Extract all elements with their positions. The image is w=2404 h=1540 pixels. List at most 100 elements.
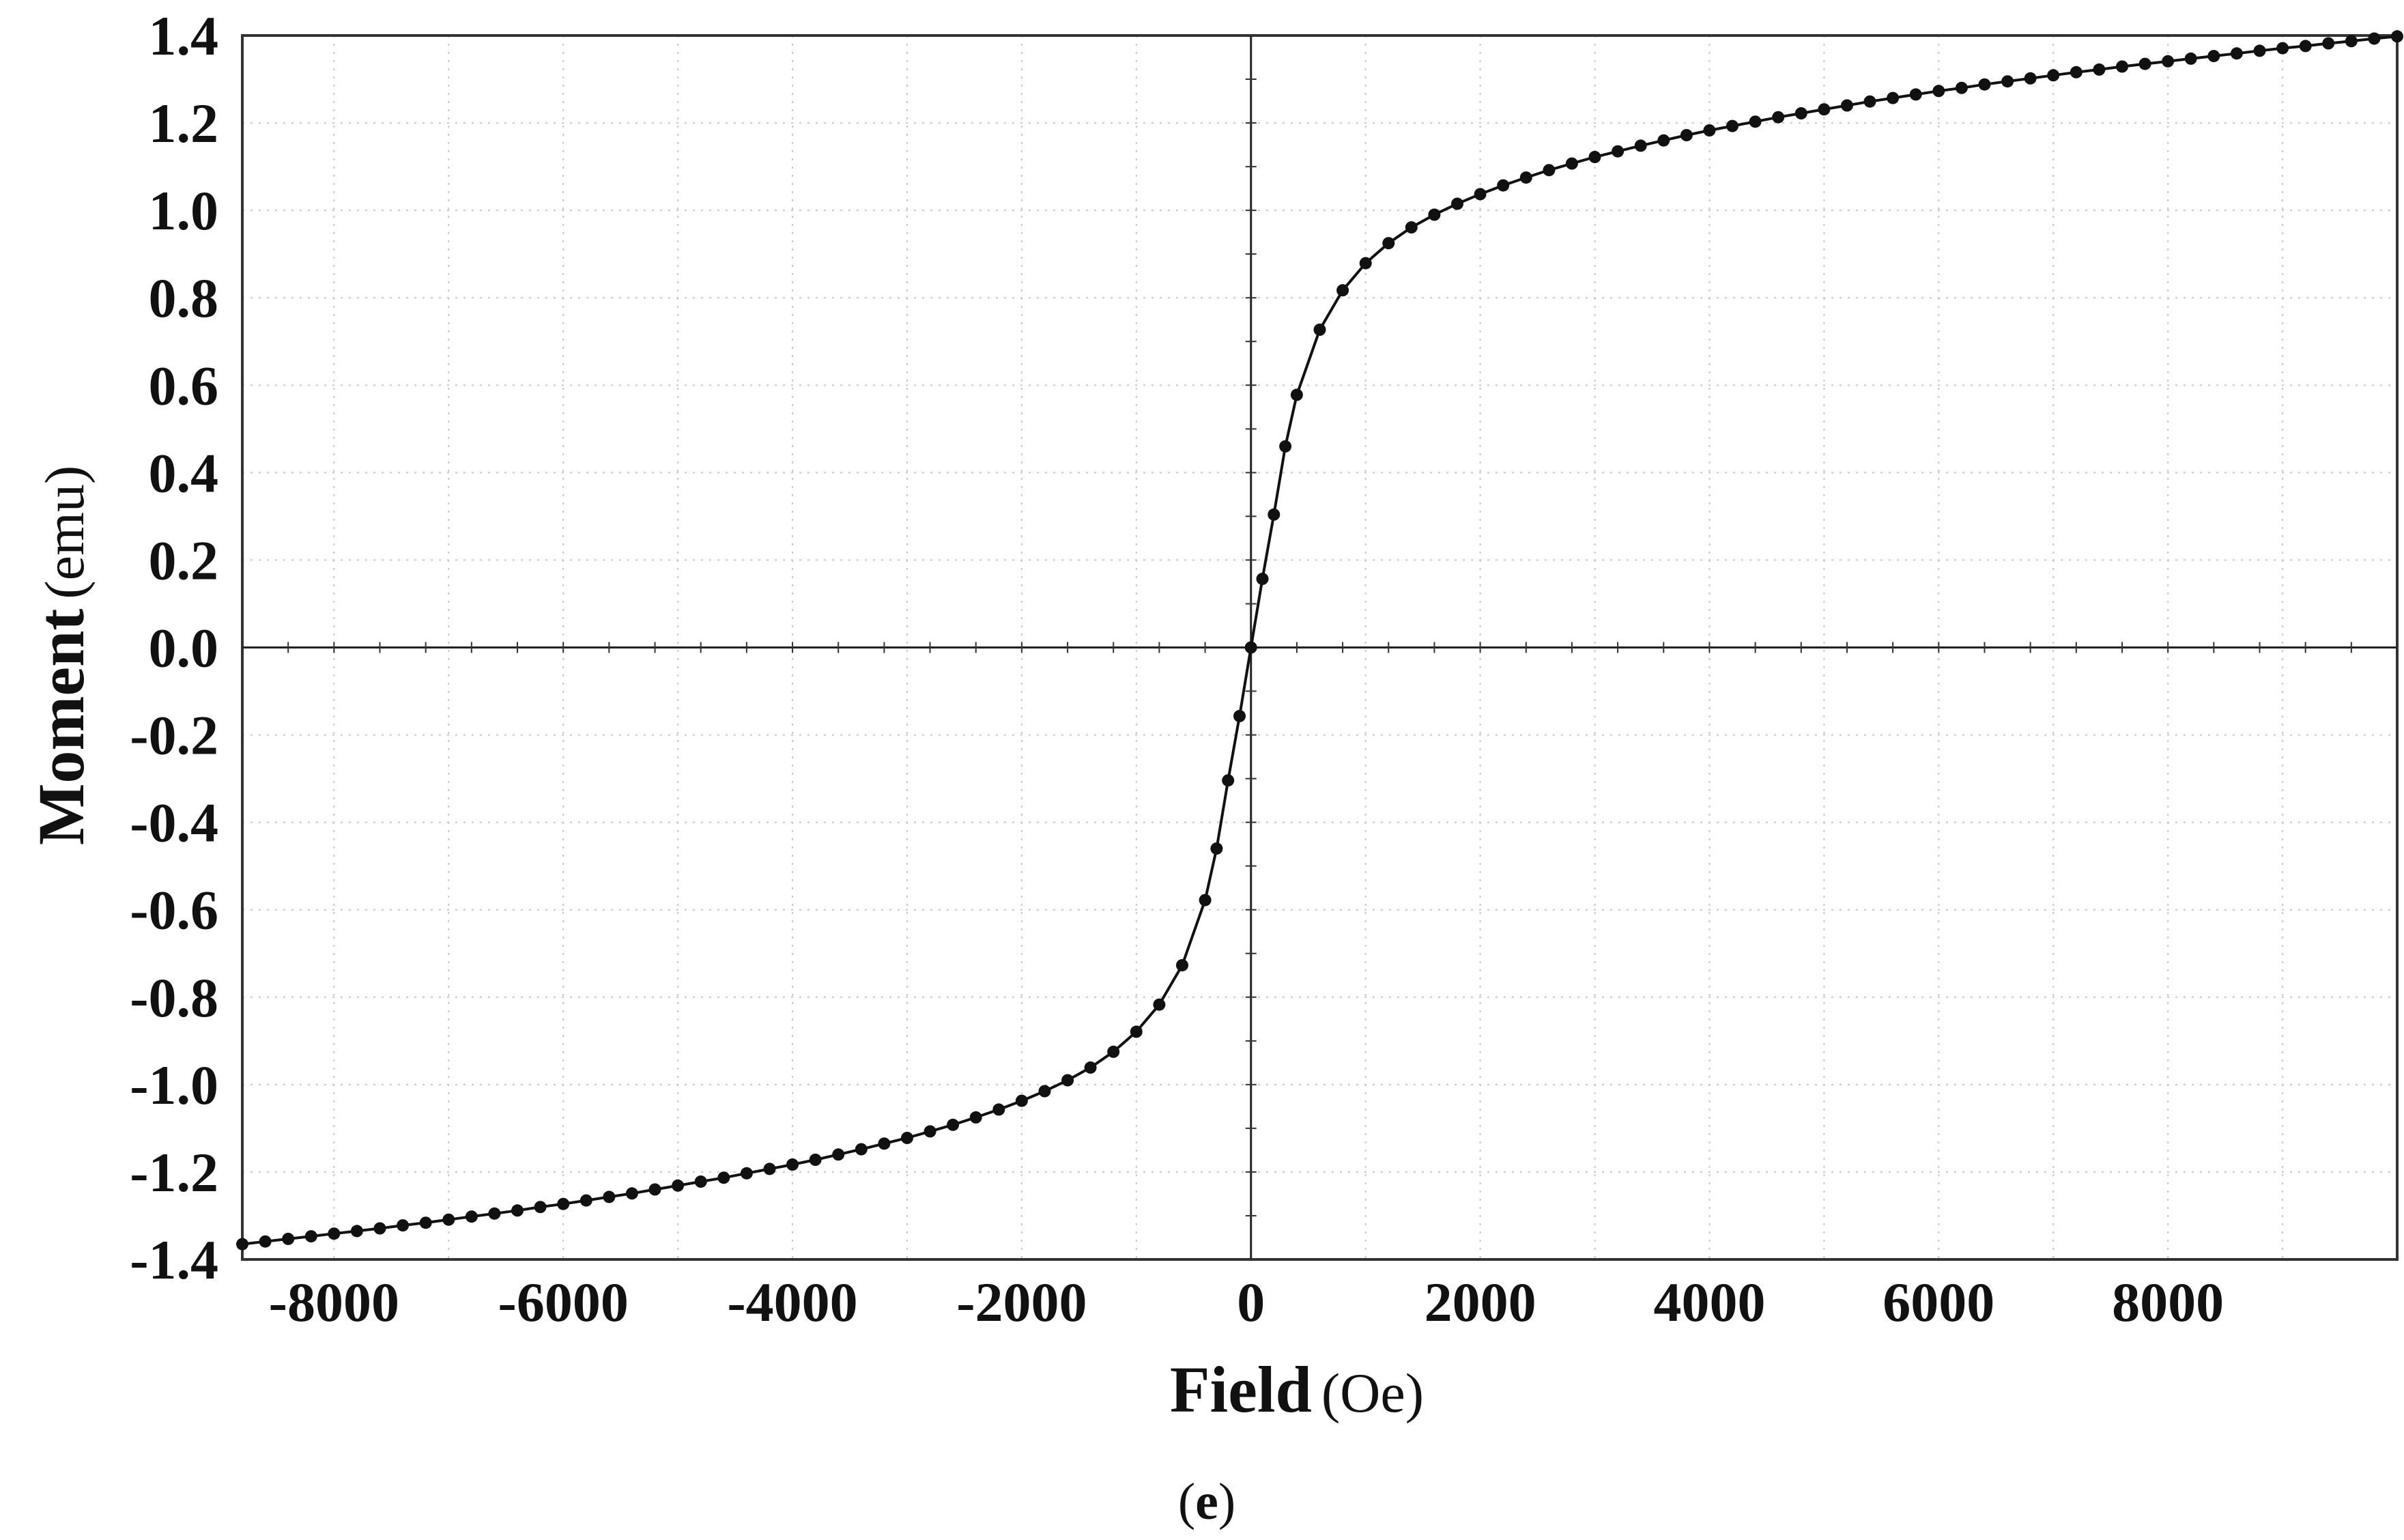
y-tick-label: -1.2 xyxy=(130,1141,218,1203)
y-tick-label: -0.6 xyxy=(130,879,218,941)
data-point xyxy=(1359,257,1372,270)
data-point xyxy=(1497,179,1510,192)
x-axis-title: Field (Oe) xyxy=(1170,1353,1424,1426)
data-point xyxy=(901,1132,913,1144)
data-point xyxy=(1244,641,1257,654)
data-point xyxy=(1978,78,1991,91)
x-tick-label: -4000 xyxy=(727,1271,857,1333)
data-point xyxy=(832,1148,845,1161)
data-point xyxy=(579,1194,592,1207)
data-point xyxy=(2047,69,2060,82)
zero-axes xyxy=(242,35,2398,1260)
y-tick-label: 0.8 xyxy=(149,267,219,329)
data-point xyxy=(1279,440,1292,453)
data-point xyxy=(1634,139,1647,152)
y-tick-label: 1.0 xyxy=(149,180,219,242)
data-point xyxy=(259,1235,272,1248)
x-tick-label: -6000 xyxy=(498,1271,629,1333)
data-point xyxy=(488,1207,501,1220)
data-point xyxy=(282,1232,295,1245)
y-tick-label: 0.0 xyxy=(149,617,219,679)
data-point xyxy=(350,1225,363,1238)
data-point xyxy=(1130,1025,1143,1038)
y-tick-label: -1.4 xyxy=(130,1229,218,1291)
data-point xyxy=(2368,32,2381,45)
data-point xyxy=(2024,72,2037,85)
data-point xyxy=(2299,40,2312,53)
data-point xyxy=(373,1222,386,1235)
data-point xyxy=(557,1197,570,1210)
data-point xyxy=(648,1183,661,1196)
data-point xyxy=(2070,66,2083,79)
panel-label: (e) xyxy=(1178,1473,1235,1530)
data-point xyxy=(1336,284,1349,297)
data-point xyxy=(1210,842,1223,855)
y-tick-label: 1.2 xyxy=(149,92,219,154)
data-point xyxy=(1313,324,1326,336)
y-tick-label: 0.6 xyxy=(149,354,219,416)
data-point xyxy=(534,1201,547,1214)
data-point xyxy=(442,1213,455,1226)
y-tick-labels: 1.4 1.2 1.0 0.8 0.6 0.4 0.2 0.0 -0.2 -0.4 -0.6 -0.8… xyxy=(130,5,218,1291)
x-axis-label: Field xyxy=(1170,1353,1312,1426)
data-point xyxy=(1061,1074,1074,1087)
data-point xyxy=(1428,208,1441,221)
data-point xyxy=(1474,188,1487,201)
data-point xyxy=(1451,197,1463,210)
data-point xyxy=(1222,774,1235,787)
data-point xyxy=(1887,91,1900,104)
data-point xyxy=(625,1187,638,1200)
y-axis-title: Moment (emu) xyxy=(25,466,98,845)
series-line xyxy=(242,35,2398,1246)
panel-label-letter: e xyxy=(1195,1473,1218,1530)
data-point xyxy=(1657,134,1670,147)
data-point xyxy=(1726,119,1738,132)
y-axis-unit: (emu) xyxy=(33,466,96,599)
data-point xyxy=(2391,30,2403,43)
data-point xyxy=(2345,35,2358,48)
data-point xyxy=(992,1103,1005,1116)
data-point xyxy=(717,1171,730,1184)
x-tick-label: 8000 xyxy=(2112,1271,2224,1333)
y-tick-label: -0.8 xyxy=(130,967,218,1029)
x-tick-label: -8000 xyxy=(269,1271,399,1333)
data-point xyxy=(1932,85,1945,98)
data-point xyxy=(236,1238,248,1251)
panel-label-close: ) xyxy=(1218,1473,1235,1530)
y-tick-label: -1.0 xyxy=(130,1054,218,1116)
data-point xyxy=(511,1204,524,1217)
y-tick-label: 1.4 xyxy=(149,5,219,67)
data-point xyxy=(924,1125,936,1138)
data-point xyxy=(878,1137,891,1150)
x-tick-label: 2000 xyxy=(1425,1271,1536,1333)
data-point xyxy=(465,1210,478,1223)
y-tick-label: 0.2 xyxy=(149,529,219,591)
data-point xyxy=(2001,75,2014,88)
y-tick-label: -0.4 xyxy=(130,792,218,854)
data-point xyxy=(1233,710,1246,722)
data-point xyxy=(603,1190,616,1203)
data-point xyxy=(2184,52,2197,65)
x-tick-label: 4000 xyxy=(1653,1271,1765,1333)
data-point xyxy=(1749,115,1762,128)
data-point xyxy=(740,1167,753,1180)
data-point xyxy=(304,1230,317,1243)
data-point xyxy=(2162,55,2175,68)
data-point xyxy=(947,1118,960,1131)
data-point xyxy=(763,1163,776,1175)
data-point xyxy=(419,1216,432,1229)
data-point xyxy=(2138,57,2151,70)
data-point xyxy=(1256,573,1269,585)
x-tick-label: 0 xyxy=(1237,1271,1265,1333)
data-point xyxy=(1818,103,1831,116)
data-point xyxy=(969,1111,982,1124)
data-point xyxy=(786,1158,799,1171)
data-point xyxy=(1863,95,1876,108)
data-point xyxy=(1176,959,1188,971)
data-point xyxy=(1519,171,1532,184)
data-point xyxy=(1084,1061,1097,1074)
data-point xyxy=(1015,1094,1028,1107)
data-point xyxy=(1543,164,1556,177)
data-point xyxy=(1703,124,1716,137)
data-point xyxy=(1153,998,1166,1011)
